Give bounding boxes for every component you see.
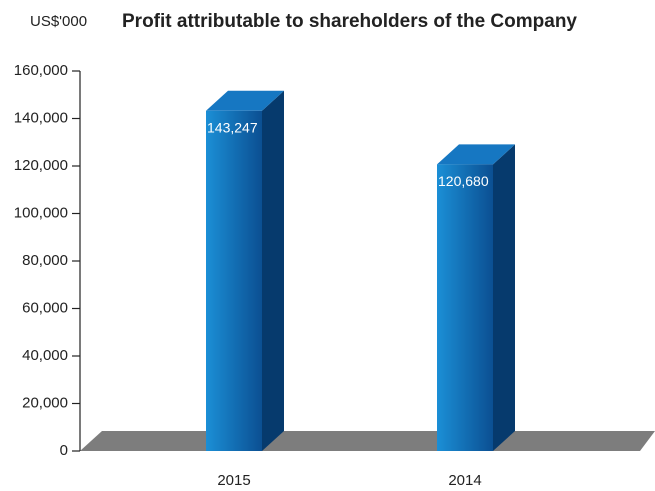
y-tick-label: 60,000 (22, 299, 68, 316)
y-tick-label: 120,000 (14, 157, 68, 174)
y-tick-label: 80,000 (22, 252, 68, 269)
bar-top (206, 90, 284, 111)
value-label: 120,680 (438, 173, 489, 189)
bar-side (262, 90, 284, 451)
y-tick-label: 140,000 (14, 109, 68, 126)
x-tick-label: 2014 (448, 472, 481, 489)
bar (206, 110, 262, 451)
value-label: 143,247 (207, 119, 258, 135)
y-tick-label: 100,000 (14, 204, 68, 221)
y-tick-label: 0 (60, 442, 68, 459)
y-tick-label: 160,000 (14, 62, 68, 79)
chart-title: Profit attributable to shareholders of t… (122, 11, 577, 32)
y-tick-label: 40,000 (22, 347, 68, 364)
y-axis-label: US$'000 (30, 13, 87, 30)
y-tick-label: 20,000 (22, 394, 68, 411)
floor (80, 431, 655, 451)
x-tick-label: 2015 (217, 472, 250, 489)
bar (437, 164, 493, 451)
bar-side (493, 144, 515, 451)
bar-top (437, 144, 515, 165)
